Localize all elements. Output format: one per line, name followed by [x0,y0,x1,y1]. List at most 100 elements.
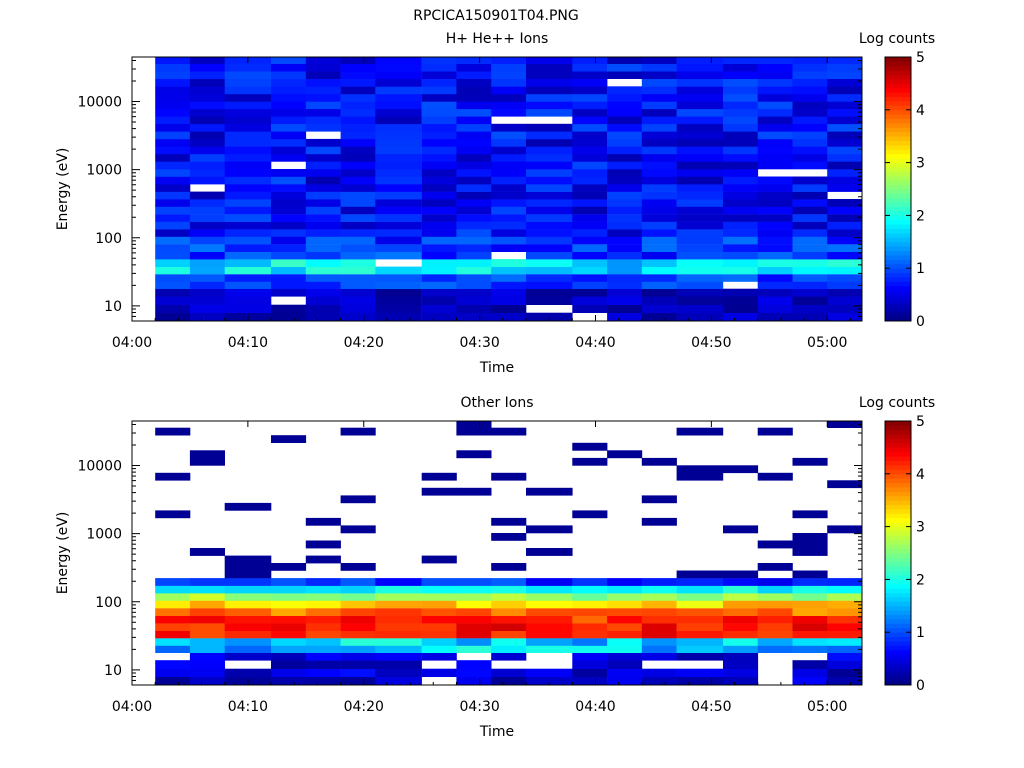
heatmap-cell [456,101,492,110]
heatmap-cell [340,78,376,87]
heatmap-cell [305,244,341,252]
heatmap-cell [189,638,225,646]
heatmap-cell [526,668,573,677]
heatmap-cell [572,668,608,677]
heatmap-cell [757,600,793,609]
y-axis-label: Energy (eV) [55,512,71,595]
heatmap-cell [340,146,376,155]
heatmap-cell [271,266,307,275]
heatmap-cell [641,131,677,140]
heatmap-cell [375,660,422,669]
heatmap-cell [421,281,457,289]
heatmap-cell [641,101,677,110]
heatmap-cell [421,93,457,102]
heatmap-cell [641,191,677,200]
colorbar-segment [885,92,911,97]
heatmap-cell [641,266,677,275]
heatmap-cell [155,184,191,192]
x-tick-label: 04:30 [459,335,499,351]
heatmap-cell [572,63,608,72]
heatmap-cell [757,251,793,260]
heatmap-cell [305,123,341,132]
heatmap-cell [421,615,457,624]
heatmap-cell [526,274,573,282]
heatmap-cell [340,312,376,321]
heatmap-cell [572,244,608,252]
heatmap-cell [456,421,492,428]
colorbar-segment [885,680,911,686]
heatmap-cell [526,169,573,177]
heatmap-cell [340,304,376,313]
heatmap-cell [526,191,573,200]
colorbar-segment [885,636,911,642]
heatmap-cell [340,578,376,586]
heatmap-cell [792,645,828,653]
colorbar-segment [885,627,911,633]
colorbar-segment [885,579,911,585]
heatmap-cell [676,304,724,313]
heatmap-cell [723,570,759,579]
heatmap-cell [340,236,376,245]
heatmap-cell [421,668,457,677]
heatmap-cell [224,229,272,237]
heatmap-cell [491,623,527,631]
heatmap-cell [792,116,828,125]
colorbar-segment [885,61,911,67]
heatmap-cell [607,660,643,669]
heatmap-cell [421,153,457,162]
heatmap-cell [572,281,608,289]
colorbar-segment [885,241,911,247]
heatmap-cell [792,131,828,140]
heatmap-cell [155,191,191,200]
heatmap-cell [305,191,341,200]
heatmap-cell [340,153,376,162]
heatmap-cell [827,236,863,245]
heatmap-cell [827,525,863,534]
heatmap-cell [340,638,376,646]
colorbar-segment [885,127,911,133]
heatmap-cell [305,578,341,586]
heatmap-cell [792,251,828,260]
heatmap-cell [305,296,341,305]
heatmap-cell [641,312,677,321]
heatmap-cell [421,630,457,639]
heatmap-cell [340,138,376,147]
y-tick-label: 10000 [77,459,122,475]
heatmap-cell [827,199,863,207]
heatmap-cell [607,108,643,117]
heatmap-cell [155,71,191,79]
heatmap-cell [375,146,422,155]
heatmap-cell [421,645,457,653]
heatmap-cell [792,191,828,200]
heatmap-cell [827,57,863,64]
colorbar-segment [885,425,911,431]
heatmap-cell [375,600,422,609]
heatmap-cell [421,214,457,222]
colorbar-segment [885,246,911,251]
heatmap-cell [676,638,724,646]
heatmap-cell [526,548,573,556]
colorbar-segment [885,83,911,89]
heatmap-cell [572,645,608,653]
heatmap-cell [723,71,759,79]
x-tick-label: 05:00 [807,335,847,351]
heatmap-cell [155,427,191,436]
colorbar-segment [885,583,911,589]
heatmap-cell [155,108,191,117]
heatmap-cell [827,101,863,110]
heatmap-cell [827,153,863,162]
heatmap-cell [491,630,527,639]
heatmap-cell [827,660,863,669]
heatmap-cell [375,304,422,313]
heatmap-cell [224,116,272,125]
heatmap-cell [340,176,376,185]
heatmap-cell [271,593,307,601]
heatmap-cell [456,184,492,192]
heatmap-cell [375,630,422,639]
heatmap-cell [340,93,376,102]
colorbar-segment [885,281,911,287]
heatmap-cell [421,146,457,155]
heatmap-cell [792,161,828,170]
heatmap-cell [224,153,272,162]
heatmap-cell [723,176,759,185]
